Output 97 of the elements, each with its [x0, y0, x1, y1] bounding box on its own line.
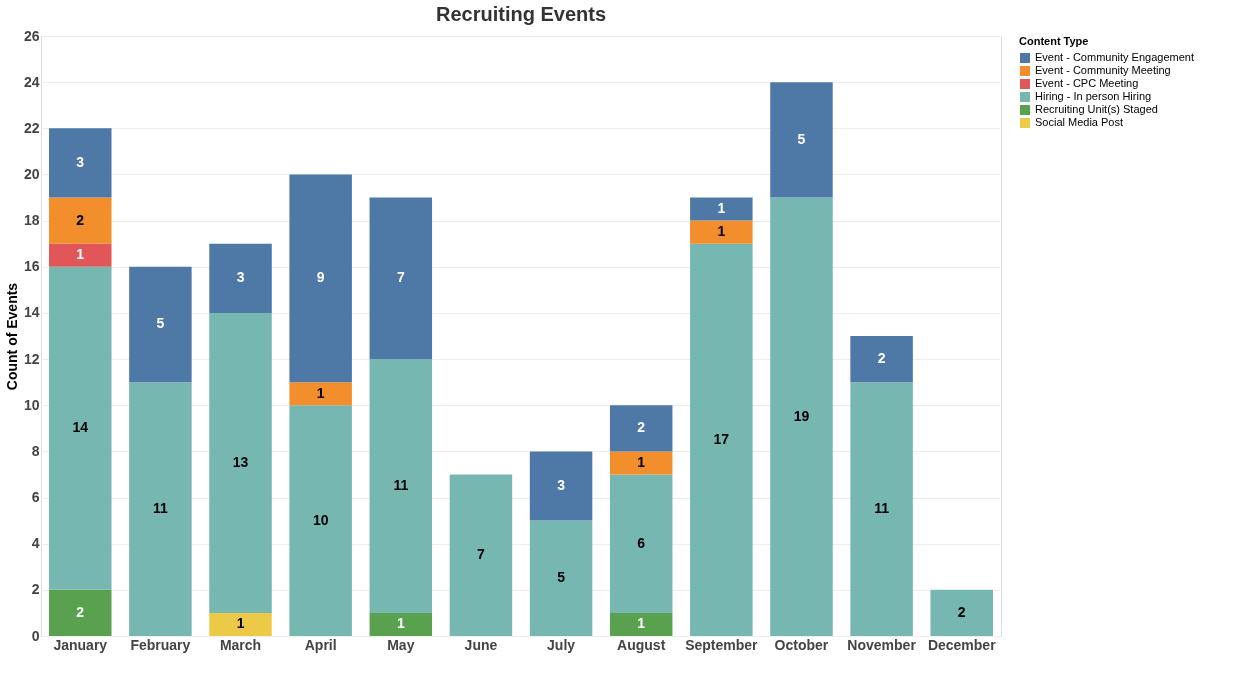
bar [289, 382, 352, 406]
data-label: 1 [396, 615, 405, 632]
y-tick-label: 2 [31, 581, 40, 598]
legend-title: Content Type [1019, 35, 1089, 47]
legend-label: Social Media Post [1035, 116, 1124, 128]
data-label: 3 [557, 477, 566, 493]
data-label: 5 [557, 569, 566, 586]
y-tick-label: 12 [23, 350, 40, 367]
bar [770, 197, 833, 636]
bar [609, 474, 673, 613]
y-tick-label: 8 [31, 442, 40, 459]
bar [690, 243, 753, 636]
data-label: 1 [637, 453, 646, 470]
bar [369, 359, 433, 613]
legend-label: Event - Community Engagement [1035, 51, 1194, 63]
y-tick-label: 22 [23, 119, 40, 136]
data-label: 11 [393, 477, 409, 493]
bar [930, 589, 993, 636]
x-tick-label: August [617, 636, 666, 653]
legend-label: Recruiting Unit(s) Staged [1035, 103, 1158, 115]
bar [209, 243, 272, 313]
data-label: 14 [72, 419, 89, 436]
bar [209, 612, 272, 636]
bar [209, 312, 272, 613]
y-tick-label: 24 [23, 73, 40, 90]
bar [129, 382, 192, 636]
data-label: 19 [793, 407, 810, 424]
bar [49, 266, 112, 590]
data-label: 2 [957, 603, 966, 620]
data-label: 11 [152, 500, 169, 517]
bar [770, 82, 833, 198]
bar [529, 451, 593, 521]
bar [129, 266, 192, 383]
y-tick-label: 10 [23, 396, 40, 413]
data-label: 2 [877, 350, 886, 367]
data-label: 1 [316, 384, 325, 401]
x-tick-label: March [219, 636, 262, 653]
data-label: 2 [637, 419, 646, 436]
bar [609, 405, 673, 452]
data-label: 17 [713, 430, 730, 447]
y-tick-label: 20 [23, 165, 40, 182]
data-label: 3 [76, 153, 85, 170]
data-label: 13 [232, 453, 249, 470]
data-label: 7 [477, 546, 486, 563]
data-label: 2 [76, 211, 85, 228]
bar [49, 197, 112, 244]
data-label: 1 [637, 615, 646, 632]
x-tick-label: July [547, 636, 576, 653]
bar [690, 197, 753, 221]
data-label: 7 [396, 269, 405, 286]
data-label: 2 [76, 603, 85, 620]
data-label: 3 [236, 269, 245, 286]
bar [850, 336, 913, 383]
chart-title: Recruiting Events [435, 3, 607, 25]
x-tick-label: June [464, 636, 498, 653]
y-tick-label: 0 [31, 627, 40, 644]
bar [369, 197, 433, 360]
bar [49, 589, 112, 636]
bar [369, 612, 433, 636]
y-tick-label: 16 [23, 258, 40, 275]
bar [449, 474, 513, 636]
x-tick-label: April [304, 636, 337, 653]
data-label: 9 [316, 269, 325, 286]
x-tick-label: September [685, 636, 759, 653]
legend-label: Event - CPC Meeting [1035, 77, 1139, 89]
y-axis-title: Count of Events [3, 282, 20, 391]
x-tick-label: January [53, 636, 108, 653]
data-label: 5 [156, 315, 165, 332]
legend-label: Event - Community Meeting [1035, 64, 1171, 76]
bar [49, 243, 112, 267]
data-label: 1 [717, 200, 726, 217]
bar [690, 220, 753, 244]
data-label: 1 [236, 615, 245, 632]
x-tick-label: November [847, 636, 917, 653]
bar [609, 451, 673, 475]
x-tick-label: December [927, 636, 997, 653]
x-tick-label: October [774, 636, 829, 653]
x-tick-label: February [130, 636, 191, 653]
y-tick-label: 4 [31, 535, 40, 552]
data-label: 6 [637, 534, 646, 551]
data-label: 1 [76, 246, 85, 263]
y-tick-label: 6 [31, 489, 40, 506]
data-label: 1 [717, 223, 726, 240]
y-tick-label: 14 [23, 304, 40, 321]
y-tick-label: 18 [23, 212, 40, 229]
bar [850, 382, 913, 636]
data-label: 5 [797, 130, 806, 147]
y-tick-label: 26 [23, 27, 40, 44]
legend-label: Hiring - In person Hiring [1035, 90, 1152, 102]
x-tick-label: May [387, 636, 415, 653]
bar [529, 520, 593, 636]
bar [609, 612, 673, 636]
data-label: 11 [874, 500, 890, 517]
bar [289, 405, 352, 636]
data-label: 10 [312, 511, 329, 528]
bar [49, 128, 112, 198]
bar [289, 174, 352, 383]
